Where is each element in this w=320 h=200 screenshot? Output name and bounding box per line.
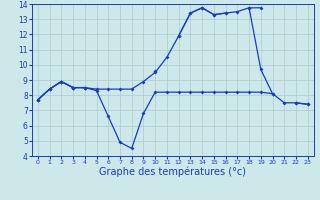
X-axis label: Graphe des températures (°c): Graphe des températures (°c) [99, 167, 246, 177]
